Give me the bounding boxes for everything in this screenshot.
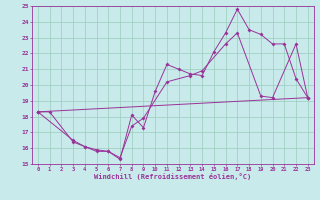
X-axis label: Windchill (Refroidissement éolien,°C): Windchill (Refroidissement éolien,°C) (94, 173, 252, 180)
